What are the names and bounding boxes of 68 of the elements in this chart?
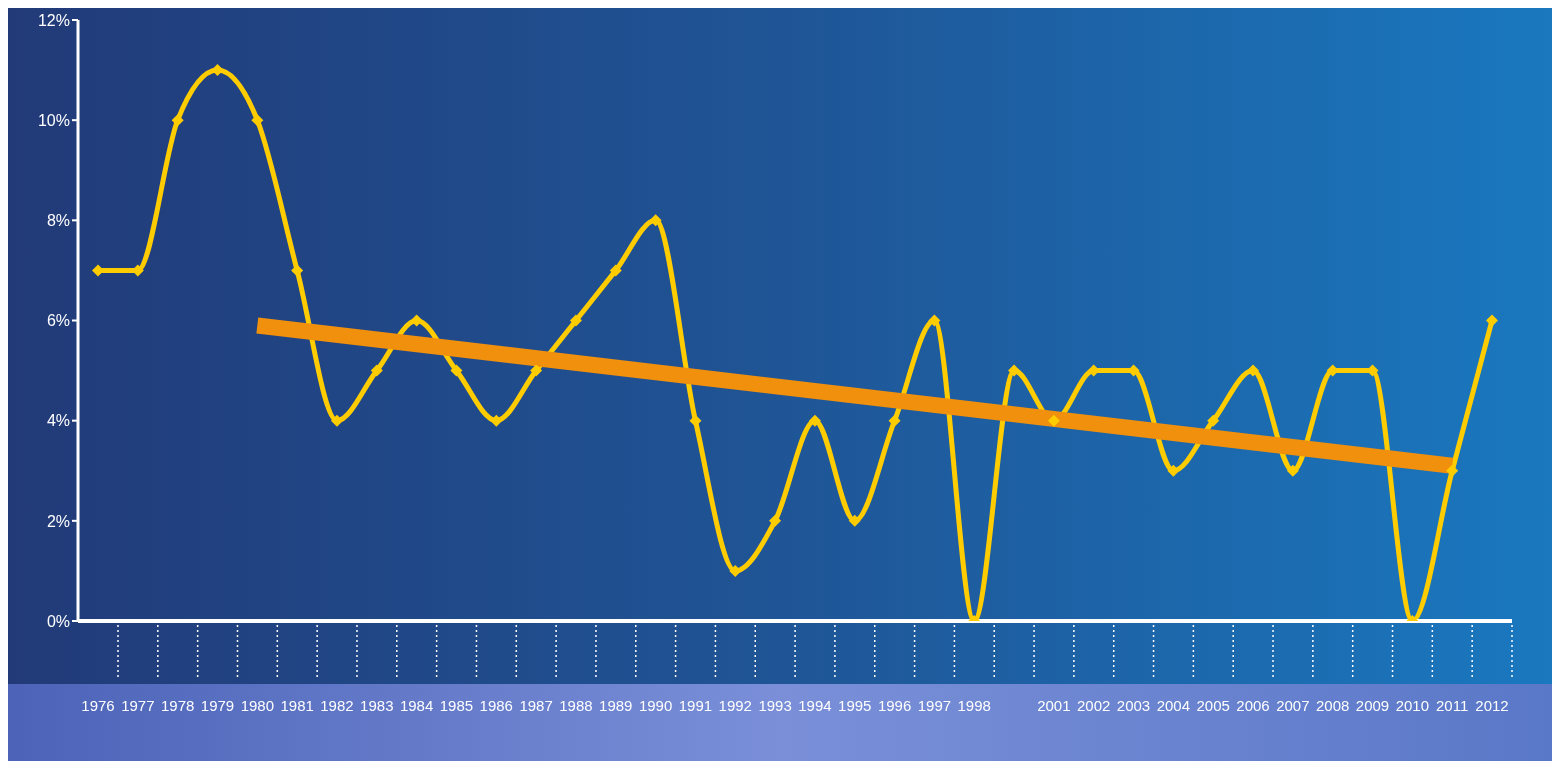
x-tick-label: 1991 [678, 697, 713, 714]
x-tick-label: 2007 [1276, 697, 1310, 714]
point [1486, 314, 1498, 327]
x-tick-label: 2011 [1436, 697, 1469, 714]
point [171, 114, 184, 127]
x-tick-label: 1996 [877, 697, 912, 714]
x-tick-label: 1990 [638, 697, 673, 714]
point [490, 414, 503, 427]
x-tick-label: 1979 [200, 697, 235, 714]
x-tick-label: 1978 [160, 697, 195, 714]
point [1047, 414, 1060, 427]
x-tick-label: 2005 [1196, 697, 1230, 714]
y-tick-label: 2% [46, 512, 70, 530]
x-tick-label: 2001 [1037, 697, 1071, 714]
x-tick-label: 1981 [280, 697, 314, 714]
y-tick-label: 6% [46, 312, 70, 330]
x-tick-label: 1982 [320, 697, 354, 714]
point [1247, 364, 1260, 377]
x-tick-label: 2009 [1355, 697, 1390, 714]
point [848, 514, 861, 527]
point [291, 264, 304, 277]
point [330, 414, 343, 427]
x-tick-label: 1992 [718, 697, 752, 714]
point [370, 364, 383, 377]
x-tick-label: 1985 [439, 697, 474, 714]
y-tick-label: 12% [37, 11, 70, 29]
x-tick-label: 1995 [838, 697, 872, 714]
x-tick-label: 1986 [479, 697, 513, 714]
x-tick-label: 2003 [1116, 697, 1151, 714]
point [928, 314, 941, 327]
point [1446, 464, 1459, 477]
point [888, 414, 901, 427]
x-tick-label: 1997 [917, 697, 952, 714]
x-tick-label: 1980 [240, 697, 274, 714]
point [410, 314, 423, 327]
point [1286, 464, 1299, 477]
point [1008, 364, 1021, 377]
y-tick-label: 8% [46, 212, 70, 230]
point [609, 264, 622, 277]
point [649, 214, 662, 227]
y-tick-label: 10% [37, 111, 70, 129]
y-tick-label: 4% [46, 412, 70, 430]
point [769, 514, 782, 527]
y-tick-label: 0% [46, 612, 70, 630]
x-tick-label: 2002 [1077, 697, 1111, 714]
x-tick-label: 1976 [81, 697, 115, 714]
x-tick-label: 1977 [121, 697, 155, 714]
x-tick-label: 2008 [1316, 697, 1350, 714]
point [450, 364, 463, 377]
point [251, 114, 264, 127]
point [530, 364, 543, 377]
x-tick-label: 1994 [798, 697, 832, 714]
x-tick-label: 1983 [360, 697, 394, 714]
point [1167, 464, 1180, 477]
x-tick-label: 1987 [519, 697, 553, 714]
x-tick-label: 2010 [1395, 697, 1430, 714]
x-tick-label: 2006 [1236, 697, 1270, 714]
x-tick-label: 1993 [758, 697, 792, 714]
x-tick-label: 1998 [957, 697, 991, 714]
x-tick-label: 1989 [599, 697, 633, 714]
point [1207, 414, 1220, 427]
x-tick-label: 1984 [399, 697, 434, 714]
point [808, 414, 821, 427]
x-tick-label: 2004 [1156, 697, 1191, 714]
x-tick-label: 2012 [1475, 697, 1509, 714]
point [689, 414, 702, 427]
point [569, 314, 582, 327]
x-tick-label: 1988 [559, 697, 593, 714]
